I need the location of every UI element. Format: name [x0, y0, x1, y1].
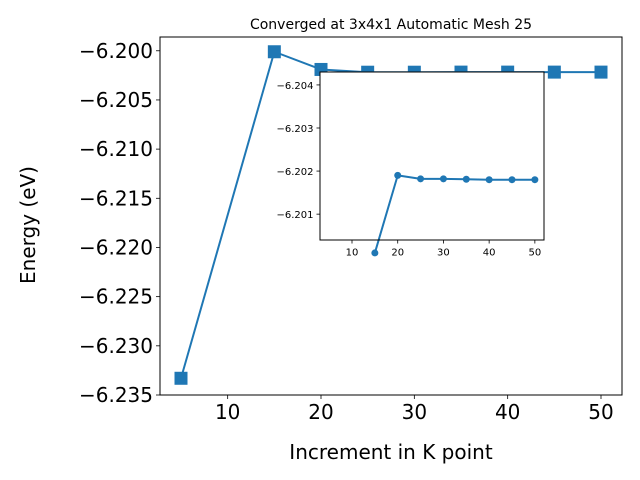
main-data-point — [267, 45, 281, 59]
main-x-tick-label: 10 — [215, 400, 240, 424]
inset-y-tick-label: −6.203 — [276, 124, 313, 135]
inset-data-point — [394, 171, 402, 179]
main-data-point — [174, 371, 188, 385]
inset-background — [320, 72, 544, 240]
main-x-tick-label: 30 — [402, 400, 427, 424]
inset-x-tick-label: 50 — [528, 248, 541, 259]
chart-title: Converged at 3x4x1 Automatic Mesh 25 — [250, 17, 532, 33]
inset-y-tick-label: −6.201 — [276, 210, 313, 221]
main-x-tick-label: 20 — [308, 400, 333, 424]
main-y-tick-label: −6.210 — [79, 137, 153, 161]
main-y-tick-label: −6.230 — [79, 334, 153, 358]
main-y-tick-label: −6.200 — [79, 39, 153, 63]
main-data-point — [547, 65, 561, 79]
inset-x-tick-label: 20 — [391, 248, 404, 259]
inset-data-point — [462, 175, 470, 183]
main-y-tick-label: −6.220 — [79, 235, 153, 259]
inset-data-point — [531, 176, 539, 184]
main-y-tick-label: −6.205 — [79, 88, 153, 112]
inset-data-point — [417, 175, 425, 183]
main-axes-frame — [159, 36, 623, 396]
main-y-tick-label: −6.225 — [79, 285, 153, 309]
inset-axes-frame — [319, 71, 545, 241]
y-axis-title: Energy (eV) — [16, 166, 40, 284]
main-x-tick-label: 40 — [495, 400, 520, 424]
x-axis-title: Increment in K point — [289, 440, 493, 464]
inset-y-tick-label: −6.202 — [276, 167, 313, 178]
inset-x-tick-label: 10 — [346, 248, 359, 259]
main-data-point — [594, 65, 608, 79]
inset-y-tick-label: −6.204 — [276, 81, 313, 92]
main-y-tick-label: −6.215 — [79, 186, 153, 210]
inset-data-point — [371, 249, 379, 257]
inset-data-point — [485, 176, 493, 184]
inset-x-tick-label: 40 — [483, 248, 496, 259]
inset-x-tick-label: 30 — [437, 248, 450, 259]
main-x-tick-label: 50 — [588, 400, 613, 424]
inset-plot: 10 20 30 40 50 −6.204 −6.203 −6.202 −6.201 — [276, 71, 545, 259]
inset-series-line — [373, 174, 535, 254]
main-y-tick-label: −6.235 — [79, 383, 153, 407]
inset-data-point — [439, 175, 447, 183]
inset-data-point — [508, 176, 516, 184]
